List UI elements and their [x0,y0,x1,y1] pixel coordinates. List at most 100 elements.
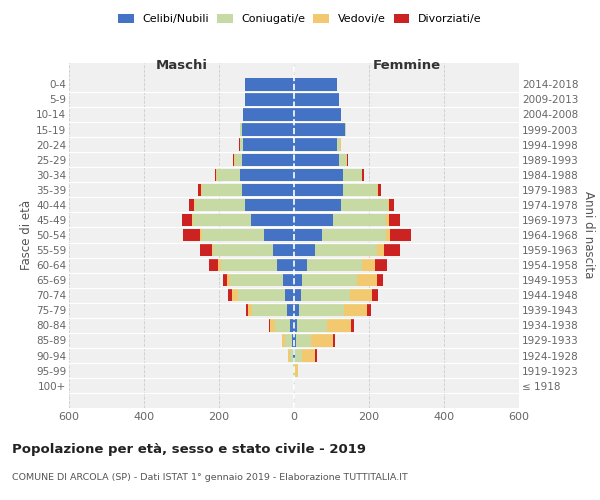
Bar [248,304,251,316]
Bar [343,304,367,316]
Bar [221,259,277,272]
Bar [302,274,356,286]
Bar [200,244,212,256]
Text: Femmine: Femmine [373,58,440,71]
Bar [377,274,383,286]
Bar [193,214,251,226]
Bar [296,334,311,346]
Bar [327,319,352,332]
Bar [229,289,232,302]
Bar [294,168,343,181]
Bar [269,319,275,332]
Bar [209,259,218,272]
Legend: Celibi/Nubili, Coniugati/e, Vedovi/e, Divorziati/e: Celibi/Nubili, Coniugati/e, Vedovi/e, Di… [115,10,485,28]
Bar [341,198,388,211]
Bar [184,229,200,241]
Bar [347,154,348,166]
Bar [377,184,380,196]
Bar [322,229,386,241]
Bar [343,184,377,196]
Bar [301,289,349,302]
Bar [294,198,341,211]
Bar [289,350,290,362]
Bar [202,229,264,241]
Bar [356,274,377,286]
Bar [239,138,240,151]
Bar [294,274,302,286]
Bar [295,350,302,362]
Bar [246,304,248,316]
Bar [352,319,355,332]
Bar [337,138,340,151]
Bar [389,198,394,211]
Bar [294,244,314,256]
Bar [182,214,191,226]
Bar [302,350,314,362]
Y-axis label: Fasce di età: Fasce di età [20,200,33,270]
Bar [377,244,384,256]
Bar [339,154,347,166]
Bar [275,319,290,332]
Bar [290,350,293,362]
Bar [230,274,283,286]
Bar [294,93,339,106]
Bar [294,259,307,272]
Bar [361,259,374,272]
Bar [297,319,327,332]
Bar [293,364,294,377]
Bar [314,350,317,362]
Bar [264,229,294,241]
Bar [241,124,294,136]
Bar [284,289,294,302]
Bar [199,184,202,196]
Bar [367,304,371,316]
Bar [233,154,234,166]
Bar [241,138,244,151]
Text: COMUNE DI ARCOLA (SP) - Dati ISTAT 1° gennaio 2019 - Elaborazione TUTTITALIA.IT: COMUNE DI ARCOLA (SP) - Dati ISTAT 1° ge… [12,472,408,482]
Bar [244,138,294,151]
Bar [294,319,297,332]
Bar [294,78,337,90]
Bar [235,154,241,166]
Bar [200,229,202,241]
Bar [241,154,294,166]
Bar [349,289,372,302]
Bar [344,124,346,136]
Bar [227,274,230,286]
Bar [245,78,294,90]
Bar [299,304,343,316]
Bar [307,259,361,272]
Bar [361,168,362,181]
Bar [281,334,284,346]
Bar [294,138,337,151]
Bar [292,334,294,346]
Bar [294,184,343,196]
Bar [223,274,227,286]
Bar [388,198,389,211]
Bar [283,274,294,286]
Bar [374,259,386,272]
Bar [241,184,294,196]
Bar [314,244,377,256]
Bar [294,350,295,362]
Bar [274,244,294,256]
Bar [362,168,364,181]
Bar [294,229,322,241]
Bar [251,304,287,316]
Bar [232,289,238,302]
Bar [294,124,344,136]
Bar [311,334,334,346]
Bar [294,214,334,226]
Bar [251,214,294,226]
Bar [245,93,294,106]
Bar [294,334,296,346]
Bar [194,198,245,211]
Bar [294,304,299,316]
Bar [389,229,412,241]
Bar [212,244,214,256]
Bar [295,364,298,377]
Bar [290,319,294,332]
Bar [238,289,284,302]
Bar [239,168,294,181]
Bar [245,198,294,211]
